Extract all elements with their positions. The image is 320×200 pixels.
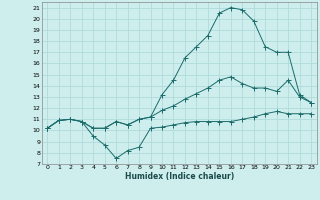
X-axis label: Humidex (Indice chaleur): Humidex (Indice chaleur) bbox=[124, 172, 234, 181]
